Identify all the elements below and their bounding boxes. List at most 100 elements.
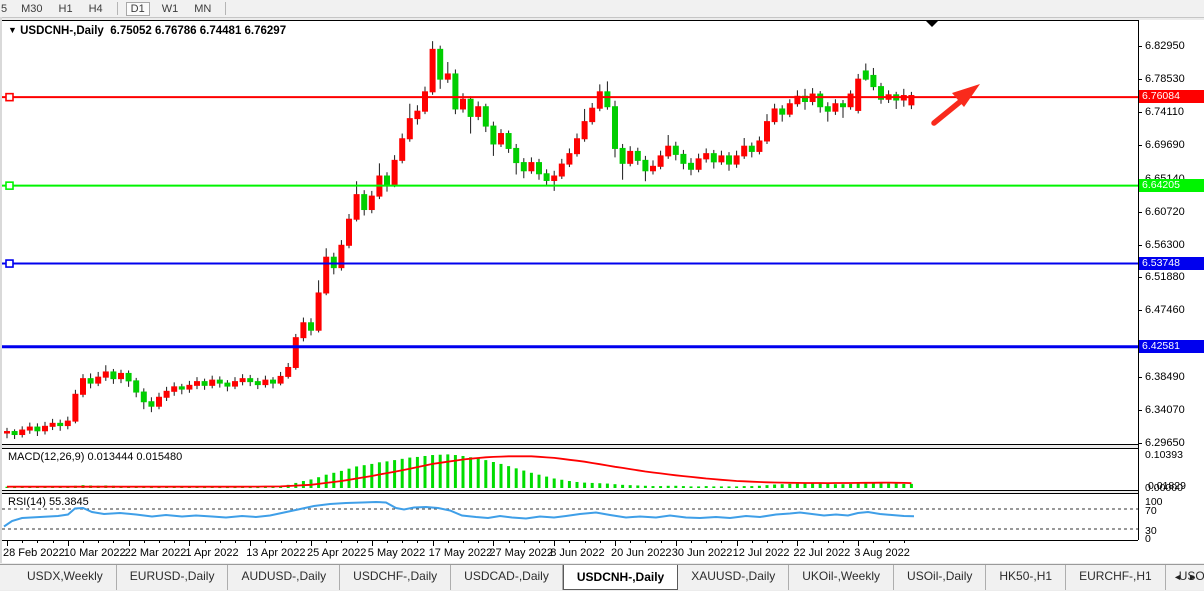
chart-tab-usdcad-daily[interactable]: USDCAD-,Daily xyxy=(451,565,563,590)
time-tick xyxy=(311,541,312,546)
candle xyxy=(596,91,603,109)
time-tick xyxy=(417,541,419,543)
candle xyxy=(650,165,656,172)
time-tick xyxy=(98,541,100,543)
chart-tab-eurchf-h1[interactable]: EURCHF-,H1 xyxy=(1066,565,1166,590)
macd-chart[interactable] xyxy=(2,449,1138,490)
chart-tab-usoil-h1[interactable]: USOil-,H1 xyxy=(1166,565,1204,590)
support-line-green[interactable] xyxy=(2,181,1138,190)
date-label: 22 Mar 2022 xyxy=(124,547,187,559)
candle xyxy=(817,93,824,108)
timeframe-button-5[interactable]: 5 xyxy=(1,2,8,15)
trend-arrow[interactable] xyxy=(931,84,980,126)
timeframe-button-d1[interactable]: D1 xyxy=(125,1,150,16)
candle xyxy=(315,292,322,331)
candle xyxy=(589,107,596,123)
timeframe-button-mn[interactable]: MN xyxy=(194,2,212,15)
timeframe-button-w1[interactable]: W1 xyxy=(161,2,179,15)
time-tick xyxy=(569,541,571,543)
candle xyxy=(399,138,406,161)
candle xyxy=(703,153,710,160)
time-tick xyxy=(523,541,525,543)
time-tick xyxy=(736,541,738,546)
candle xyxy=(209,379,216,386)
chart-tab-usdx-weekly[interactable]: USDX,Weekly xyxy=(14,565,117,590)
line-anchor-marker[interactable] xyxy=(5,92,14,102)
chart-tab-usdcnh-daily[interactable]: USDCNH-,Daily xyxy=(562,565,679,590)
price-chart-pane[interactable] xyxy=(2,20,1138,445)
time-tick xyxy=(295,541,297,543)
candle xyxy=(490,125,497,145)
price-tick xyxy=(1138,244,1142,246)
price-tick xyxy=(1138,443,1142,445)
candle xyxy=(444,73,451,80)
candlestick-chart[interactable] xyxy=(2,21,1138,444)
candle xyxy=(718,155,725,163)
line-anchor-marker[interactable] xyxy=(5,259,14,268)
price-tick-label: 6.74110 xyxy=(1145,105,1184,118)
candle xyxy=(756,140,763,152)
chart-tab-usoil-daily[interactable]: USOil-,Daily xyxy=(894,565,987,590)
price-tick xyxy=(1138,377,1142,379)
date-label: 30 Jun 2022 xyxy=(671,547,733,559)
macd-indicator-pane[interactable] xyxy=(2,448,1138,491)
chart-tab-audusd-daily[interactable]: AUDUSD-,Daily xyxy=(228,565,341,590)
time-axis[interactable]: 28 Feb 2022 10 Mar 2022 22 Mar 2022 1 Apr 2… xyxy=(2,541,1138,563)
candle xyxy=(619,147,626,164)
candle xyxy=(406,118,413,140)
candle xyxy=(422,91,428,112)
date-label: 3 Aug 2022 xyxy=(854,547,910,559)
resistance-line[interactable] xyxy=(2,92,1138,102)
time-tick xyxy=(447,541,449,543)
time-tick xyxy=(584,541,586,543)
date-label: 10 Mar 2022 xyxy=(63,547,126,559)
timeframe-button-m30[interactable]: M30 xyxy=(21,2,43,15)
time-tick xyxy=(326,541,328,543)
price-tick xyxy=(1138,310,1142,312)
chart-dropdown-icon[interactable]: ▼ xyxy=(8,25,17,35)
chart-tab-usdchf-daily[interactable]: USDCHF-,Daily xyxy=(340,565,452,590)
chart-tab-eurusd-daily[interactable]: EURUSD-,Daily xyxy=(117,565,229,590)
tabs-scroll-right-icon[interactable]: ► xyxy=(1188,572,1197,582)
rsi-indicator-pane[interactable] xyxy=(2,493,1138,541)
time-tick xyxy=(751,541,753,543)
support-line-blue-1[interactable] xyxy=(2,259,1138,268)
chart-shift-marker-icon[interactable] xyxy=(926,21,938,27)
time-tick xyxy=(67,541,69,546)
rsi-chart[interactable] xyxy=(2,494,1138,540)
time-tick xyxy=(812,541,814,543)
candle xyxy=(140,391,147,403)
candle xyxy=(726,155,732,165)
time-tick xyxy=(387,541,388,543)
candle xyxy=(133,380,140,393)
time-tick xyxy=(219,541,221,543)
date-label: 22 Jul 2022 xyxy=(793,547,851,559)
line-anchor-marker[interactable] xyxy=(5,181,14,190)
timeframe-button-h4[interactable]: H4 xyxy=(88,2,103,15)
candle xyxy=(771,108,778,123)
candle xyxy=(832,103,839,112)
price-tick-label: 6.38490 xyxy=(1145,371,1185,384)
timeframe-toolbar: 5 M30 H1 H4 D1 W1 MN xyxy=(0,0,1204,18)
candle xyxy=(460,98,466,110)
chart-tab-hk50-h1[interactable]: HK50-,H1 xyxy=(986,565,1067,590)
candle xyxy=(80,378,86,395)
tabs-scroll-left-icon[interactable]: ◄ xyxy=(1173,572,1182,582)
chart-tab-xauusd-daily[interactable]: XAUUSD-,Daily xyxy=(678,565,790,590)
timeframe-button-h1[interactable]: H1 xyxy=(58,2,73,15)
time-tick xyxy=(189,541,191,546)
candle xyxy=(855,78,862,111)
candle xyxy=(764,121,770,142)
candle xyxy=(520,162,527,172)
macd-axis-top-label: 0.10393 xyxy=(1145,449,1183,461)
candle xyxy=(634,150,641,161)
price-tick-label: 6.78530 xyxy=(1145,72,1185,85)
price-tick xyxy=(1138,211,1142,213)
candle xyxy=(201,381,208,386)
rsi-axis-30-label: 30 xyxy=(1145,525,1157,537)
chart-tab-ukoil-weekly[interactable]: UKOil-,Weekly xyxy=(789,565,895,590)
price-axis[interactable]: 6.829506.785306.741106.696906.651406.607… xyxy=(1138,20,1204,563)
price-tick-label: 6.82950 xyxy=(1145,40,1185,52)
time-tick xyxy=(660,541,662,543)
chart-tabbar: USDX,Weekly EURUSD-,Daily AUDUSD-,Daily USD… xyxy=(0,564,1204,590)
